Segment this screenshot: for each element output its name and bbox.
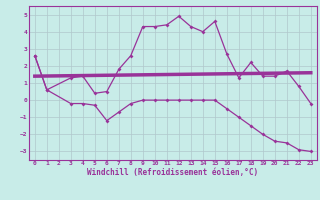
- X-axis label: Windchill (Refroidissement éolien,°C): Windchill (Refroidissement éolien,°C): [87, 168, 258, 177]
